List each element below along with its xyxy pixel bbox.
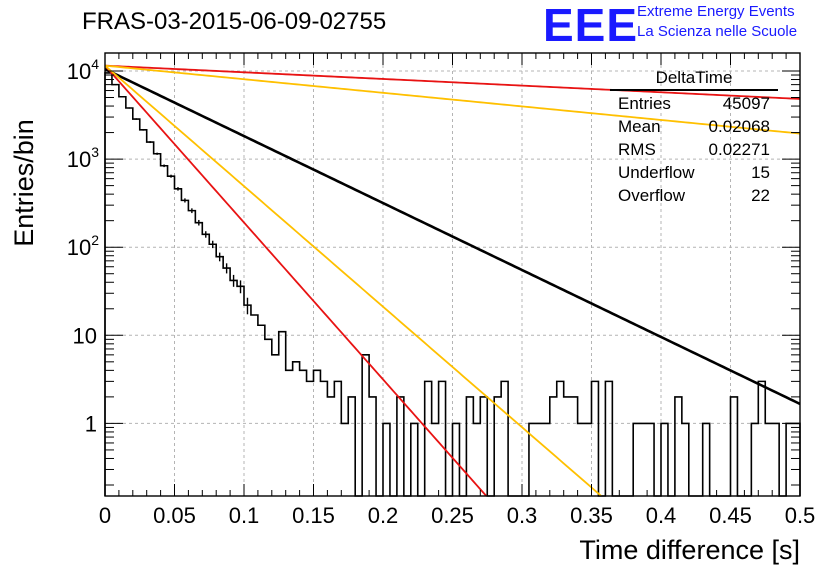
y-tick-exponent: 2 xyxy=(91,232,99,248)
fit-curve xyxy=(104,67,801,406)
y-tick-label: 103 xyxy=(67,144,99,172)
x-tick-label: 0 xyxy=(99,503,111,528)
eee-logo: EEE xyxy=(543,0,639,51)
x-tick-label: 0.35 xyxy=(570,503,613,528)
stats-label: RMS xyxy=(618,140,656,159)
axes: 0 0.05 0.1 0.15 0.2 0.25 0.3 0.35 0.4 0.45 0.51101… xyxy=(67,52,816,528)
x-tick-label: 0.45 xyxy=(709,503,752,528)
x-tick-label: 0.5 xyxy=(785,503,816,528)
stats-box: DeltaTime Entries 45097 Mean 0.02068 RMS 0.02… xyxy=(610,68,778,207)
stats-value: 15 xyxy=(751,163,770,182)
x-tick-label: 0.05 xyxy=(153,503,196,528)
y-tick-base: 10 xyxy=(67,147,91,172)
fit-curve xyxy=(104,64,602,497)
run-title: FRAS-03-2015-06-09-02755 xyxy=(82,8,387,35)
stats-row: Entries 45097 xyxy=(610,92,778,115)
y-tick-base: 10 xyxy=(67,59,91,84)
x-tick-label: 0.25 xyxy=(431,503,474,528)
stats-value: 0.02068 xyxy=(708,117,770,136)
y-axis-label: Entries/bin xyxy=(9,119,39,247)
x-tick-label: 0.3 xyxy=(507,503,538,528)
x-axis-label: Time difference [s] xyxy=(579,535,800,565)
histogram-bars xyxy=(104,72,801,497)
stats-row: Overflow 22 xyxy=(610,184,778,207)
x-tick-label: 0.15 xyxy=(292,503,335,528)
y-tick-label: 1 xyxy=(85,411,97,436)
y-tick-label: 102 xyxy=(67,232,99,260)
stats-row: Mean 0.02068 xyxy=(610,115,778,138)
stats-label: Entries xyxy=(618,94,671,113)
logo-line-2: La Scienza nelle Scuole xyxy=(637,23,798,40)
y-tick-exponent: 4 xyxy=(91,56,99,72)
x-tick-label: 0.4 xyxy=(646,503,677,528)
y-tick-base: 10 xyxy=(67,235,91,260)
stats-value: 45097 xyxy=(722,94,770,113)
stats-row: Underflow 15 xyxy=(610,161,778,184)
stats-rows: Entries 45097 Mean 0.02068 RMS 0.02271 Underfl… xyxy=(610,92,778,207)
stats-name: DeltaTime xyxy=(610,68,778,91)
y-tick-label: 10 xyxy=(73,323,97,348)
stats-label: Overflow xyxy=(618,186,686,205)
fit-curve xyxy=(104,64,801,100)
stats-label: Underflow xyxy=(618,163,695,182)
stats-label: Mean xyxy=(618,117,661,136)
y-tick-label: 104 xyxy=(67,56,99,84)
histogram-outline xyxy=(104,72,801,497)
y-tick-exponent: 3 xyxy=(91,144,99,160)
fit-curve xyxy=(104,64,801,135)
stats-value: 0.02271 xyxy=(708,140,770,159)
x-tick-label: 0.1 xyxy=(229,503,260,528)
stats-value: 22 xyxy=(751,186,770,205)
fit-curve xyxy=(104,65,487,497)
logo-line-1: Extreme Energy Events xyxy=(637,3,795,20)
stats-row: RMS 0.02271 xyxy=(610,138,778,161)
x-tick-label: 0.2 xyxy=(368,503,399,528)
y-tick-base: 10 xyxy=(73,323,97,348)
fit-curves xyxy=(104,64,801,497)
y-tick-base: 1 xyxy=(85,411,97,436)
